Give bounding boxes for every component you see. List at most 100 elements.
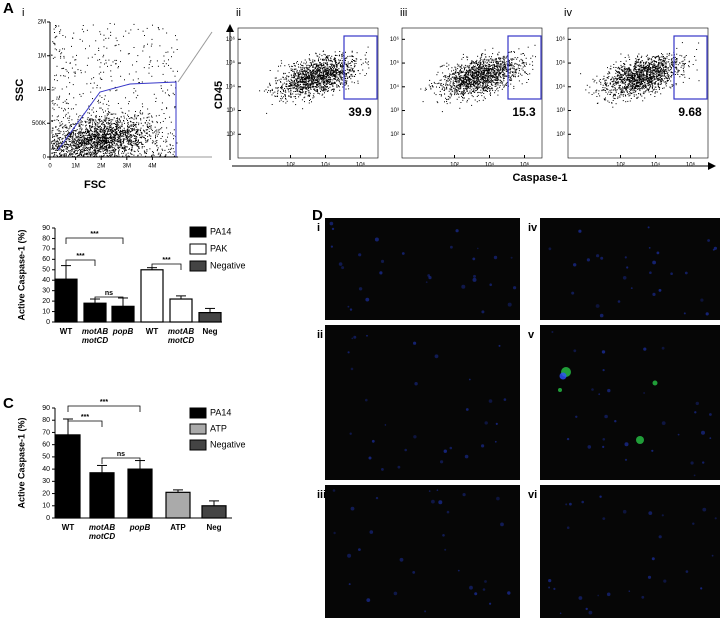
dot (506, 63, 508, 65)
dot (125, 135, 126, 137)
dot (350, 75, 352, 77)
dot (354, 60, 356, 62)
dot (166, 140, 168, 142)
dot (481, 91, 483, 93)
dot (148, 127, 149, 129)
dot (513, 85, 515, 87)
dot (500, 77, 502, 79)
dot (302, 91, 303, 93)
dot (99, 77, 101, 79)
dot (65, 145, 67, 147)
dot (302, 89, 303, 90)
dot (462, 78, 464, 79)
dot (334, 82, 336, 84)
dot (319, 61, 321, 63)
dot (107, 130, 109, 132)
dot (98, 140, 100, 142)
dot (97, 150, 99, 152)
dot (122, 112, 124, 114)
dot (84, 145, 86, 147)
dot (351, 59, 353, 60)
dot (102, 136, 104, 138)
dot (51, 127, 53, 129)
dot (464, 81, 466, 83)
dot (118, 134, 120, 136)
dot (457, 65, 459, 67)
dot (281, 88, 283, 90)
dot (134, 151, 136, 153)
dot (455, 72, 457, 73)
dot (124, 112, 126, 114)
dot (89, 154, 91, 156)
dot (323, 79, 325, 81)
dot (299, 90, 301, 92)
dot (325, 57, 327, 59)
dot (86, 139, 87, 141)
dot (482, 83, 484, 85)
dot (51, 152, 53, 154)
dot (75, 139, 76, 141)
dot (318, 56, 320, 58)
dot (75, 149, 77, 151)
dot (283, 96, 285, 98)
dot (316, 68, 318, 70)
dot (146, 150, 148, 152)
dot (299, 76, 301, 78)
dot (161, 132, 163, 133)
dot (128, 116, 129, 117)
dot (440, 83, 441, 85)
dot (327, 57, 329, 59)
dot (310, 84, 311, 86)
dot (160, 138, 162, 139)
dot (504, 63, 506, 65)
dot (140, 154, 142, 156)
dot (432, 86, 434, 88)
dot (101, 155, 103, 157)
dot (448, 77, 450, 79)
dot (433, 81, 435, 83)
dot (292, 70, 294, 72)
dot (59, 130, 61, 132)
dot (469, 82, 471, 84)
dot (105, 139, 107, 141)
dot (290, 87, 292, 89)
dot (78, 135, 80, 137)
dot (86, 139, 88, 141)
dot (60, 155, 62, 157)
dot (482, 70, 484, 72)
dot (497, 90, 499, 92)
dot (147, 108, 149, 110)
dot (480, 56, 482, 58)
dot (131, 147, 133, 149)
dot (104, 153, 106, 154)
dot (357, 70, 359, 72)
dot (58, 98, 60, 100)
dot (128, 143, 130, 145)
dot (84, 147, 86, 149)
dot (53, 142, 55, 144)
dot (339, 89, 341, 91)
dot (477, 55, 479, 57)
dot (109, 111, 111, 113)
dot (499, 69, 501, 71)
dot (445, 84, 447, 86)
dot (306, 86, 308, 88)
dot (82, 148, 84, 150)
dot (59, 152, 61, 154)
dot (443, 86, 445, 88)
dot (479, 86, 480, 88)
dot (134, 141, 136, 143)
dot (71, 137, 73, 139)
dot (88, 105, 90, 107)
dot (360, 59, 362, 61)
dot (77, 69, 79, 71)
dot (54, 119, 56, 121)
dot (454, 91, 456, 93)
dot (82, 25, 84, 26)
dot (120, 130, 122, 132)
dot (492, 72, 494, 74)
dot (325, 59, 327, 61)
dot (124, 147, 125, 149)
dot (128, 129, 130, 131)
dot (104, 120, 106, 122)
